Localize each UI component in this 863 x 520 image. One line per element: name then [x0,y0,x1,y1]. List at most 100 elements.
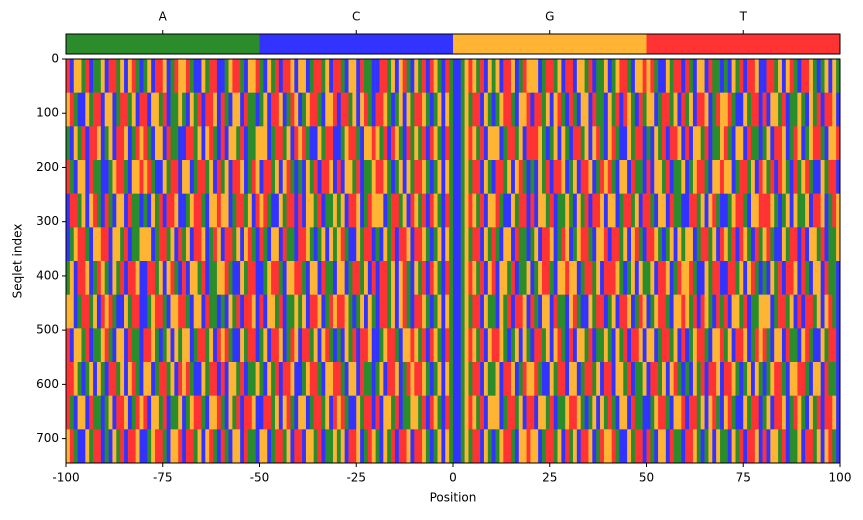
cell [209,92,214,127]
cell [542,59,547,93]
cell [487,328,492,363]
cell [69,59,75,93]
cell [588,227,593,262]
cell [805,395,810,430]
cell [286,193,291,228]
cell [422,294,427,329]
cell [360,92,365,127]
cell [155,294,160,329]
cell [727,362,732,396]
cell [584,126,589,161]
cell [700,429,705,464]
cell [785,92,790,127]
cell [468,160,473,194]
cell [220,59,225,93]
cell [716,193,721,228]
cell [491,261,496,295]
cell [588,92,593,127]
cell [178,92,183,127]
cell [820,395,825,430]
cell [793,92,798,127]
cell [244,261,249,295]
cell [124,227,129,262]
cell [305,294,311,329]
cell [216,59,222,93]
cell [665,126,671,161]
cell [561,227,566,262]
cell [514,294,520,329]
cell [108,294,113,329]
cell [209,294,214,329]
cell [507,395,512,430]
cell [476,261,481,295]
cell [778,92,783,127]
cell [441,227,446,262]
cell [731,395,736,430]
cell [665,429,671,464]
cell [797,160,802,194]
cell [689,193,694,228]
cell [155,160,160,194]
cell [689,59,694,93]
cell [356,261,361,295]
cell [263,261,268,295]
cell [344,227,349,262]
cell [607,328,612,363]
cell [712,362,717,396]
cell [282,126,287,161]
cell [213,92,218,127]
cell [363,429,369,464]
cell [561,261,566,295]
cell [661,429,667,464]
cell [716,227,721,262]
cell [298,59,303,93]
cell [255,395,260,430]
cell [569,261,574,295]
cell [286,328,291,363]
cell [487,59,492,93]
cell [69,92,75,127]
cell [480,294,485,329]
cell [557,294,562,329]
cell [166,126,171,161]
cell [735,92,740,127]
cell [499,395,504,430]
cell [352,294,357,329]
cell [127,294,133,329]
cell [754,395,760,430]
cell [158,126,164,161]
cell [193,160,198,194]
cell [774,261,779,295]
cell [483,328,489,363]
cell [646,261,651,295]
cell [650,429,655,464]
cell [766,160,771,194]
cell [325,362,330,396]
cell [375,160,380,194]
cell [518,362,523,396]
cell [251,160,256,194]
cell [340,261,345,295]
cell [309,193,314,228]
cell [530,395,535,430]
cell [801,59,806,93]
cell [696,395,701,430]
cell [425,126,431,161]
cell [77,362,82,396]
cell [383,261,388,295]
cell [189,261,195,295]
cell [816,362,821,396]
cell [689,294,694,329]
cell [607,59,612,93]
cell [422,261,427,295]
cell [689,227,694,262]
cell [526,294,531,329]
cell [576,126,582,161]
cell [483,59,489,93]
cell [290,92,295,127]
cell [282,395,287,430]
cell [336,362,342,396]
cell [665,193,671,228]
cell [197,92,202,127]
cell [615,395,620,430]
